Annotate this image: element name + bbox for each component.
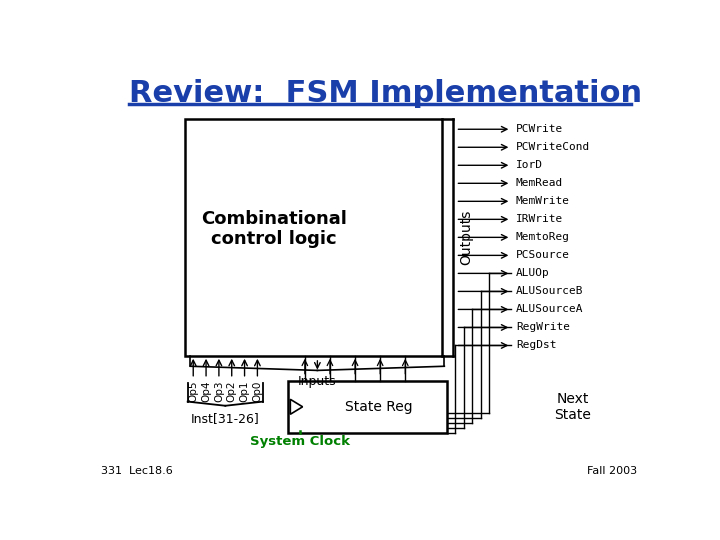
- Text: State Reg: State Reg: [345, 400, 413, 414]
- Text: PCWrite: PCWrite: [516, 124, 563, 134]
- Text: MemRead: MemRead: [516, 178, 563, 188]
- Text: Op5: Op5: [188, 381, 198, 402]
- Text: PCWriteCond: PCWriteCond: [516, 142, 590, 152]
- Text: Op3: Op3: [214, 381, 224, 402]
- Text: Op4: Op4: [201, 381, 211, 402]
- Text: Op0: Op0: [253, 381, 262, 402]
- Text: ALUSourceB: ALUSourceB: [516, 286, 583, 296]
- Text: Next
State: Next State: [554, 392, 591, 422]
- Text: Op1: Op1: [240, 381, 250, 402]
- Text: RegDst: RegDst: [516, 340, 557, 350]
- Text: Inputs: Inputs: [298, 375, 337, 388]
- FancyBboxPatch shape: [288, 381, 447, 433]
- Text: Fall 2003: Fall 2003: [587, 465, 637, 476]
- Text: IorD: IorD: [516, 160, 543, 170]
- Text: IRWrite: IRWrite: [516, 214, 563, 224]
- Text: 331  Lec18.6: 331 Lec18.6: [101, 465, 173, 476]
- Text: Outputs: Outputs: [459, 210, 474, 265]
- Text: Inst[31-26]: Inst[31-26]: [191, 412, 260, 425]
- Text: ALUOp: ALUOp: [516, 268, 549, 279]
- Text: ALUSourceA: ALUSourceA: [516, 305, 583, 314]
- Text: Op2: Op2: [227, 381, 237, 402]
- Text: Review:  FSM Implementation: Review: FSM Implementation: [129, 79, 642, 109]
- Text: MemtoReg: MemtoReg: [516, 232, 570, 242]
- Text: RegWrite: RegWrite: [516, 322, 570, 333]
- Text: PCSource: PCSource: [516, 251, 570, 260]
- Text: MemWrite: MemWrite: [516, 197, 570, 206]
- Text: System Clock: System Clock: [251, 435, 351, 448]
- FancyBboxPatch shape: [185, 119, 441, 356]
- Text: Combinational
control logic: Combinational control logic: [201, 210, 347, 248]
